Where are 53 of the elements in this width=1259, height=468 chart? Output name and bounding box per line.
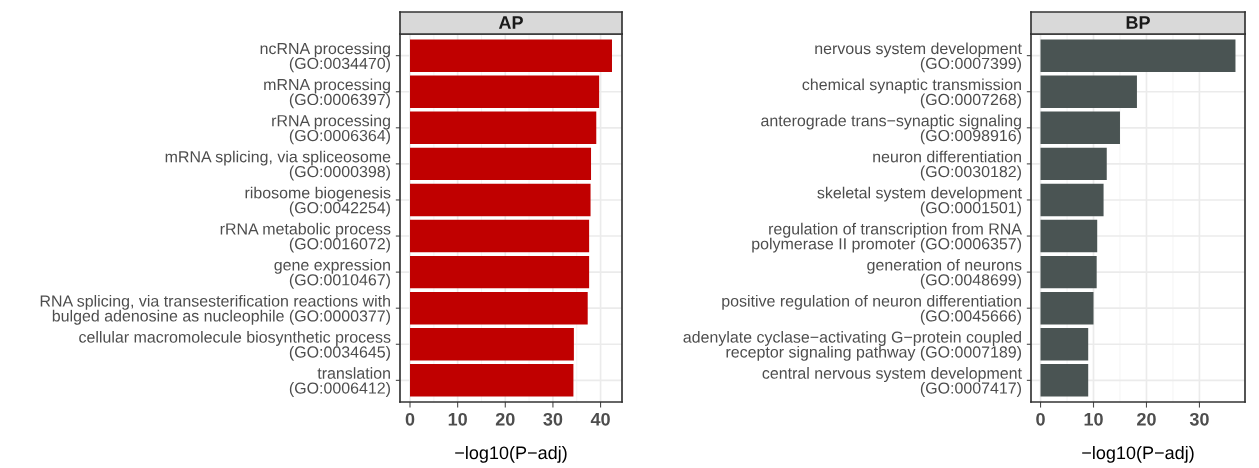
bar: [410, 219, 590, 253]
y-tick-label: neuron differentiation (GO:0030182): [873, 150, 1021, 181]
x-tick-label: 0: [405, 412, 415, 426]
x-tick-label: 20: [1137, 412, 1156, 426]
bar: [1040, 255, 1097, 289]
y-tick-label: nervous system development (GO:0007399): [815, 42, 1022, 73]
y-tick-label: ribosome biogenesis (GO:0042254): [245, 186, 391, 217]
y-tick-label: gene expression (GO:0010467): [274, 258, 390, 289]
y-tick-label: anterograde trans−synaptic signaling (GO:0098916): [761, 114, 1021, 145]
bar: [410, 111, 597, 145]
bar: [1040, 183, 1104, 217]
y-tick-label: RNA splicing, via transesterification reactions with bulged adenosine as nucleophile (GO:0000377): [40, 294, 391, 325]
y-tick-label: chemical synaptic transmission (GO:0007268): [802, 78, 1021, 109]
y-tick-label: rRNA metabolic process (GO:0016072): [220, 222, 391, 253]
y-tick-label: positive regulation of neuron differentiation (GO:0045666): [722, 294, 1021, 325]
y-tick-label: central nervous system development (GO:0007417): [762, 367, 1022, 397]
x-tick-label: 20: [495, 412, 515, 426]
bar: [410, 255, 590, 289]
x-axis-title: −log10(P−adj): [1082, 445, 1194, 463]
chart-title: BP: [1126, 16, 1150, 29]
x-tick-label: 40: [590, 412, 610, 426]
bar: [410, 364, 574, 397]
bar: [1040, 328, 1089, 361]
y-tick-label: generation of neurons (GO:0048699): [867, 258, 1022, 289]
x-tick-label: 30: [1189, 412, 1209, 426]
bar: [1040, 147, 1107, 181]
x-tick-label: 10: [1084, 412, 1103, 426]
bar: [410, 75, 600, 108]
bar: [1040, 75, 1137, 108]
x-tick-label: 10: [448, 412, 467, 426]
x-tick-label: 0: [1036, 412, 1045, 426]
y-tick-label: skeletal system development (GO:0001501): [817, 186, 1022, 217]
y-tick-label: mRNA processing (GO:0006397): [264, 78, 390, 109]
bar: [410, 39, 612, 72]
bar: [1040, 364, 1089, 397]
bar: [410, 147, 592, 181]
bar: [410, 183, 591, 217]
x-tick-label: 30: [543, 412, 563, 426]
bar: [410, 291, 588, 325]
y-tick-label: adenylate cyclase−activating G−protein coupled receptor signaling pathway (GO:0007189): [683, 331, 1021, 361]
y-tick-label: translation (GO:0006412): [289, 367, 390, 397]
bar: [1040, 291, 1094, 325]
y-tick-label: regulation of transcription from RNA polymerase II promoter (GO:0006357): [752, 222, 1022, 253]
bar: [1040, 111, 1120, 145]
bar: [1040, 219, 1098, 253]
y-tick-label: mRNA splicing, via spliceosome (GO:0000398): [165, 150, 391, 181]
y-tick-label: ncRNA processing (GO:0034470): [260, 42, 390, 73]
bar: [410, 328, 574, 361]
y-tick-label: cellular macromolecule biosynthetic process (GO:0034645): [79, 331, 391, 361]
chart-title: AP: [498, 16, 523, 29]
y-tick-label: rRNA processing (GO:0006364): [272, 114, 390, 145]
bar: [1040, 39, 1236, 72]
x-axis-title: −log10(P−adj): [455, 445, 567, 463]
